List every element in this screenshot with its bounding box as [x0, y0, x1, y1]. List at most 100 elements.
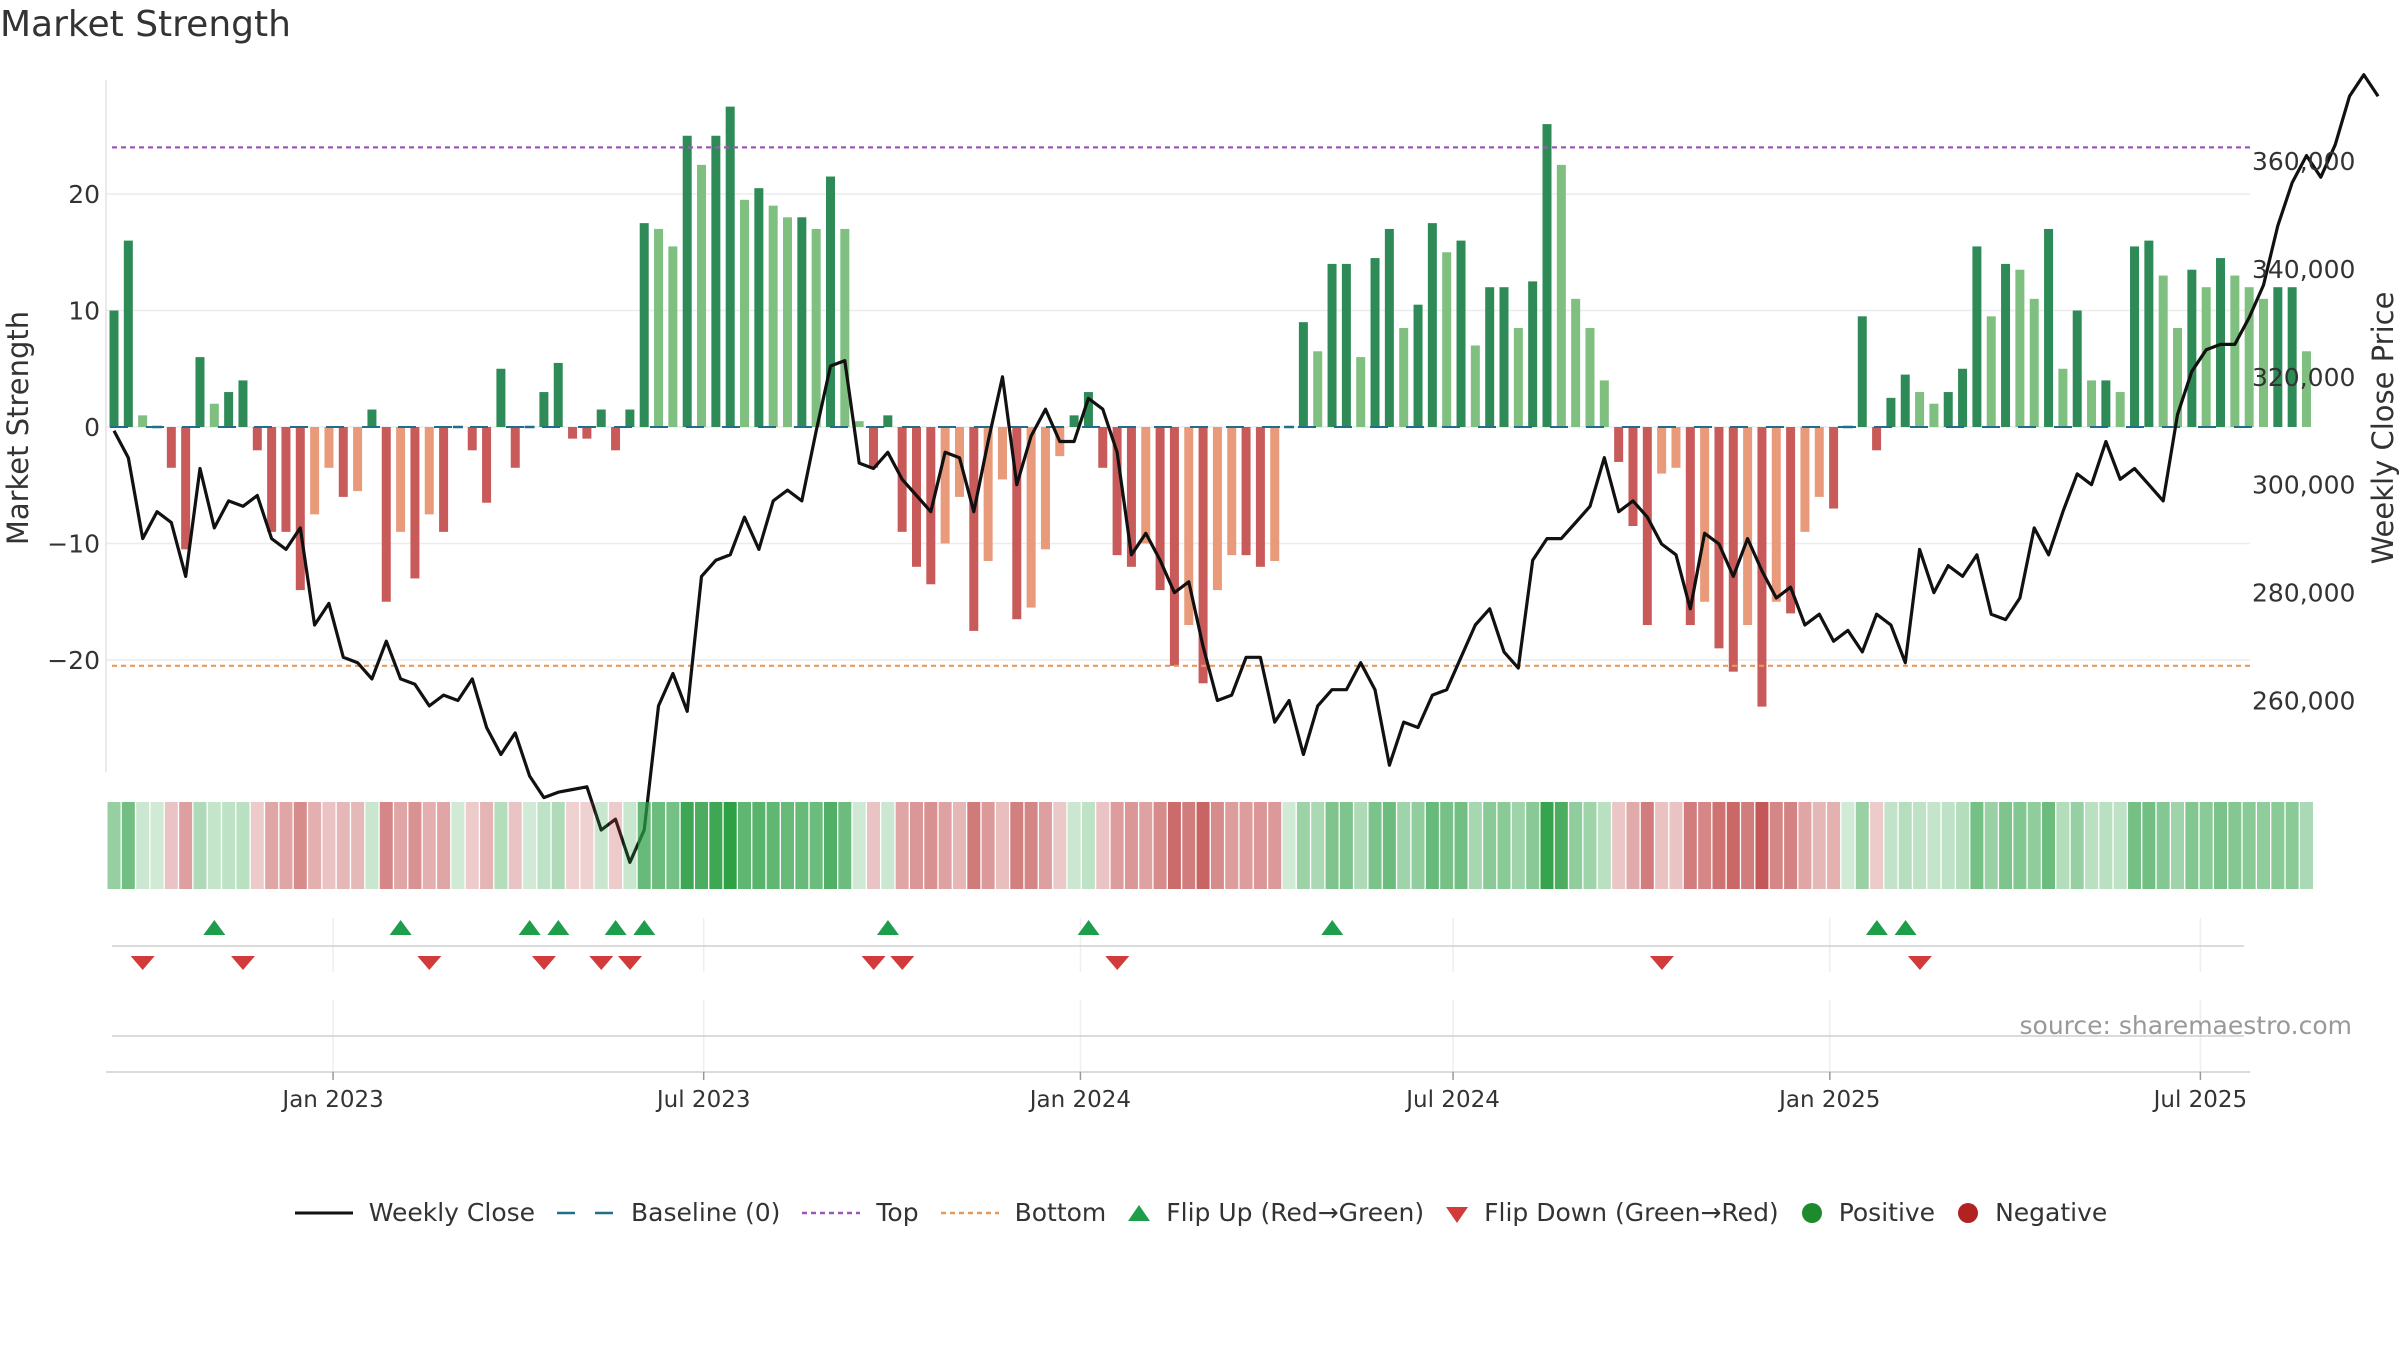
weekly-close-series: [112, 73, 2380, 865]
heat-cell: [1827, 802, 1841, 889]
x-tick-label: Jul 2023: [655, 1087, 751, 1113]
strength-heat-strip: [107, 802, 2313, 889]
heat-cell: [150, 802, 164, 889]
strength-bar: [1900, 374, 1910, 427]
y-right-tick-label: 300,000: [2252, 471, 2355, 500]
heat-cell: [1597, 802, 1611, 889]
strength-bar: [1040, 427, 1050, 550]
flip-up-marker: [633, 920, 656, 935]
x-tick-label: Jan 2023: [280, 1087, 383, 1113]
heat-cell: [2099, 802, 2113, 889]
flip-up-marker: [203, 920, 226, 935]
flip-up-marker: [389, 920, 412, 935]
heat-cell: [1124, 802, 1138, 889]
strength-bar: [1571, 298, 1581, 427]
strength-bar: [2115, 392, 2125, 427]
strength-bar: [2158, 275, 2168, 427]
y-left-tick-label: 10: [68, 297, 100, 326]
legend-item: Flip Down (Green→Red): [1444, 1198, 1779, 1227]
strength-bar: [1241, 427, 1251, 556]
y-axis-right-label: Weekly Close Price: [2366, 292, 2400, 565]
flip-down-marker: [617, 956, 642, 970]
strength-bar: [1069, 415, 1079, 427]
strength-bar: [840, 228, 850, 427]
strength-bar: [568, 427, 578, 439]
y-right-tick-label: 260,000: [2252, 687, 2355, 716]
strength-bar: [1800, 427, 1810, 532]
heat-cell: [666, 802, 680, 889]
strength-bar: [582, 427, 592, 439]
strength-bar: [1442, 252, 1452, 427]
strength-bar: [181, 427, 191, 550]
heat-cell: [1984, 802, 1998, 889]
heat-cell: [1010, 802, 1024, 889]
strength-bar: [2144, 240, 2154, 427]
axes: 20 10 0 −10 −20 360,000 340,000 320,000 300,000 2…: [47, 80, 2355, 1113]
heat-cell: [952, 802, 966, 889]
heat-cell: [265, 802, 279, 889]
heat-cell: [2214, 802, 2228, 889]
dotted-line-icon: [802, 1211, 861, 1214]
strength-bar: [2216, 258, 2226, 427]
heat-cell: [752, 802, 766, 889]
strength-bar: [1685, 427, 1695, 626]
strength-bar: [2029, 298, 2039, 427]
triangle-up-icon: [1128, 1204, 1151, 1221]
legend-label: Flip Down (Green→Red): [1484, 1198, 1779, 1227]
flip-up-marker: [1865, 920, 1888, 935]
strength-bar: [252, 427, 262, 451]
heat-cell: [1569, 802, 1583, 889]
heat-cell: [1024, 802, 1038, 889]
heat-cell: [1468, 802, 1482, 889]
heat-cell: [1741, 802, 1755, 889]
strength-bar: [1499, 287, 1509, 427]
flip-up-marker: [518, 920, 541, 935]
strength-bar: [1958, 368, 1968, 427]
heat-cell: [1870, 802, 1884, 889]
heat-cell: [1368, 802, 1382, 889]
heat-cell: [838, 802, 852, 889]
strength-bar: [2287, 287, 2297, 427]
strength-bar: [1700, 427, 1710, 602]
strength-bar: [1184, 427, 1194, 626]
heat-cell: [924, 802, 938, 889]
heat-cell: [1554, 802, 1568, 889]
heat-cell: [566, 802, 580, 889]
strength-bar: [826, 176, 835, 427]
heat-cell: [1397, 802, 1411, 889]
legend-item: Positive: [1799, 1198, 1935, 1227]
heat-cell: [2257, 802, 2270, 889]
y-left-tick-label: −20: [47, 646, 100, 675]
strength-bar: [1556, 164, 1566, 427]
strength-bar: [1814, 427, 1824, 497]
strength-bar: [1227, 427, 1237, 556]
heat-cell: [322, 802, 336, 889]
strength-bar: [1313, 351, 1323, 427]
strength-bar: [883, 415, 893, 427]
line-icon: [294, 1211, 353, 1214]
strength-bar: [2101, 380, 2111, 427]
heat-cell: [379, 802, 393, 889]
legend-item: Bottom: [939, 1198, 1106, 1227]
strength-bar: [2301, 351, 2311, 427]
heat-cell: [1655, 802, 1669, 889]
strength-bar: [482, 427, 492, 503]
heat-cell: [179, 802, 193, 889]
heat-cell: [895, 802, 909, 889]
legend-label: Top: [876, 1198, 919, 1227]
strength-bar: [611, 427, 621, 451]
heat-cell: [2027, 802, 2041, 889]
y-left-tick-label: 20: [68, 180, 100, 209]
strength-bar: [1255, 427, 1265, 567]
strength-bar: [1915, 392, 1925, 427]
y-left-tick-label: 0: [84, 413, 100, 442]
heat-cell: [909, 802, 923, 889]
strength-bar: [1427, 223, 1437, 427]
reference-lines: [110, 146, 2252, 667]
heat-cell: [1253, 802, 1267, 889]
strength-bar: [1169, 427, 1179, 666]
y-right-tick-label: 340,000: [2252, 255, 2355, 284]
heat-cell: [1855, 802, 1869, 889]
heat-cell: [537, 802, 551, 889]
y-right-tick-label: 320,000: [2252, 363, 2355, 392]
